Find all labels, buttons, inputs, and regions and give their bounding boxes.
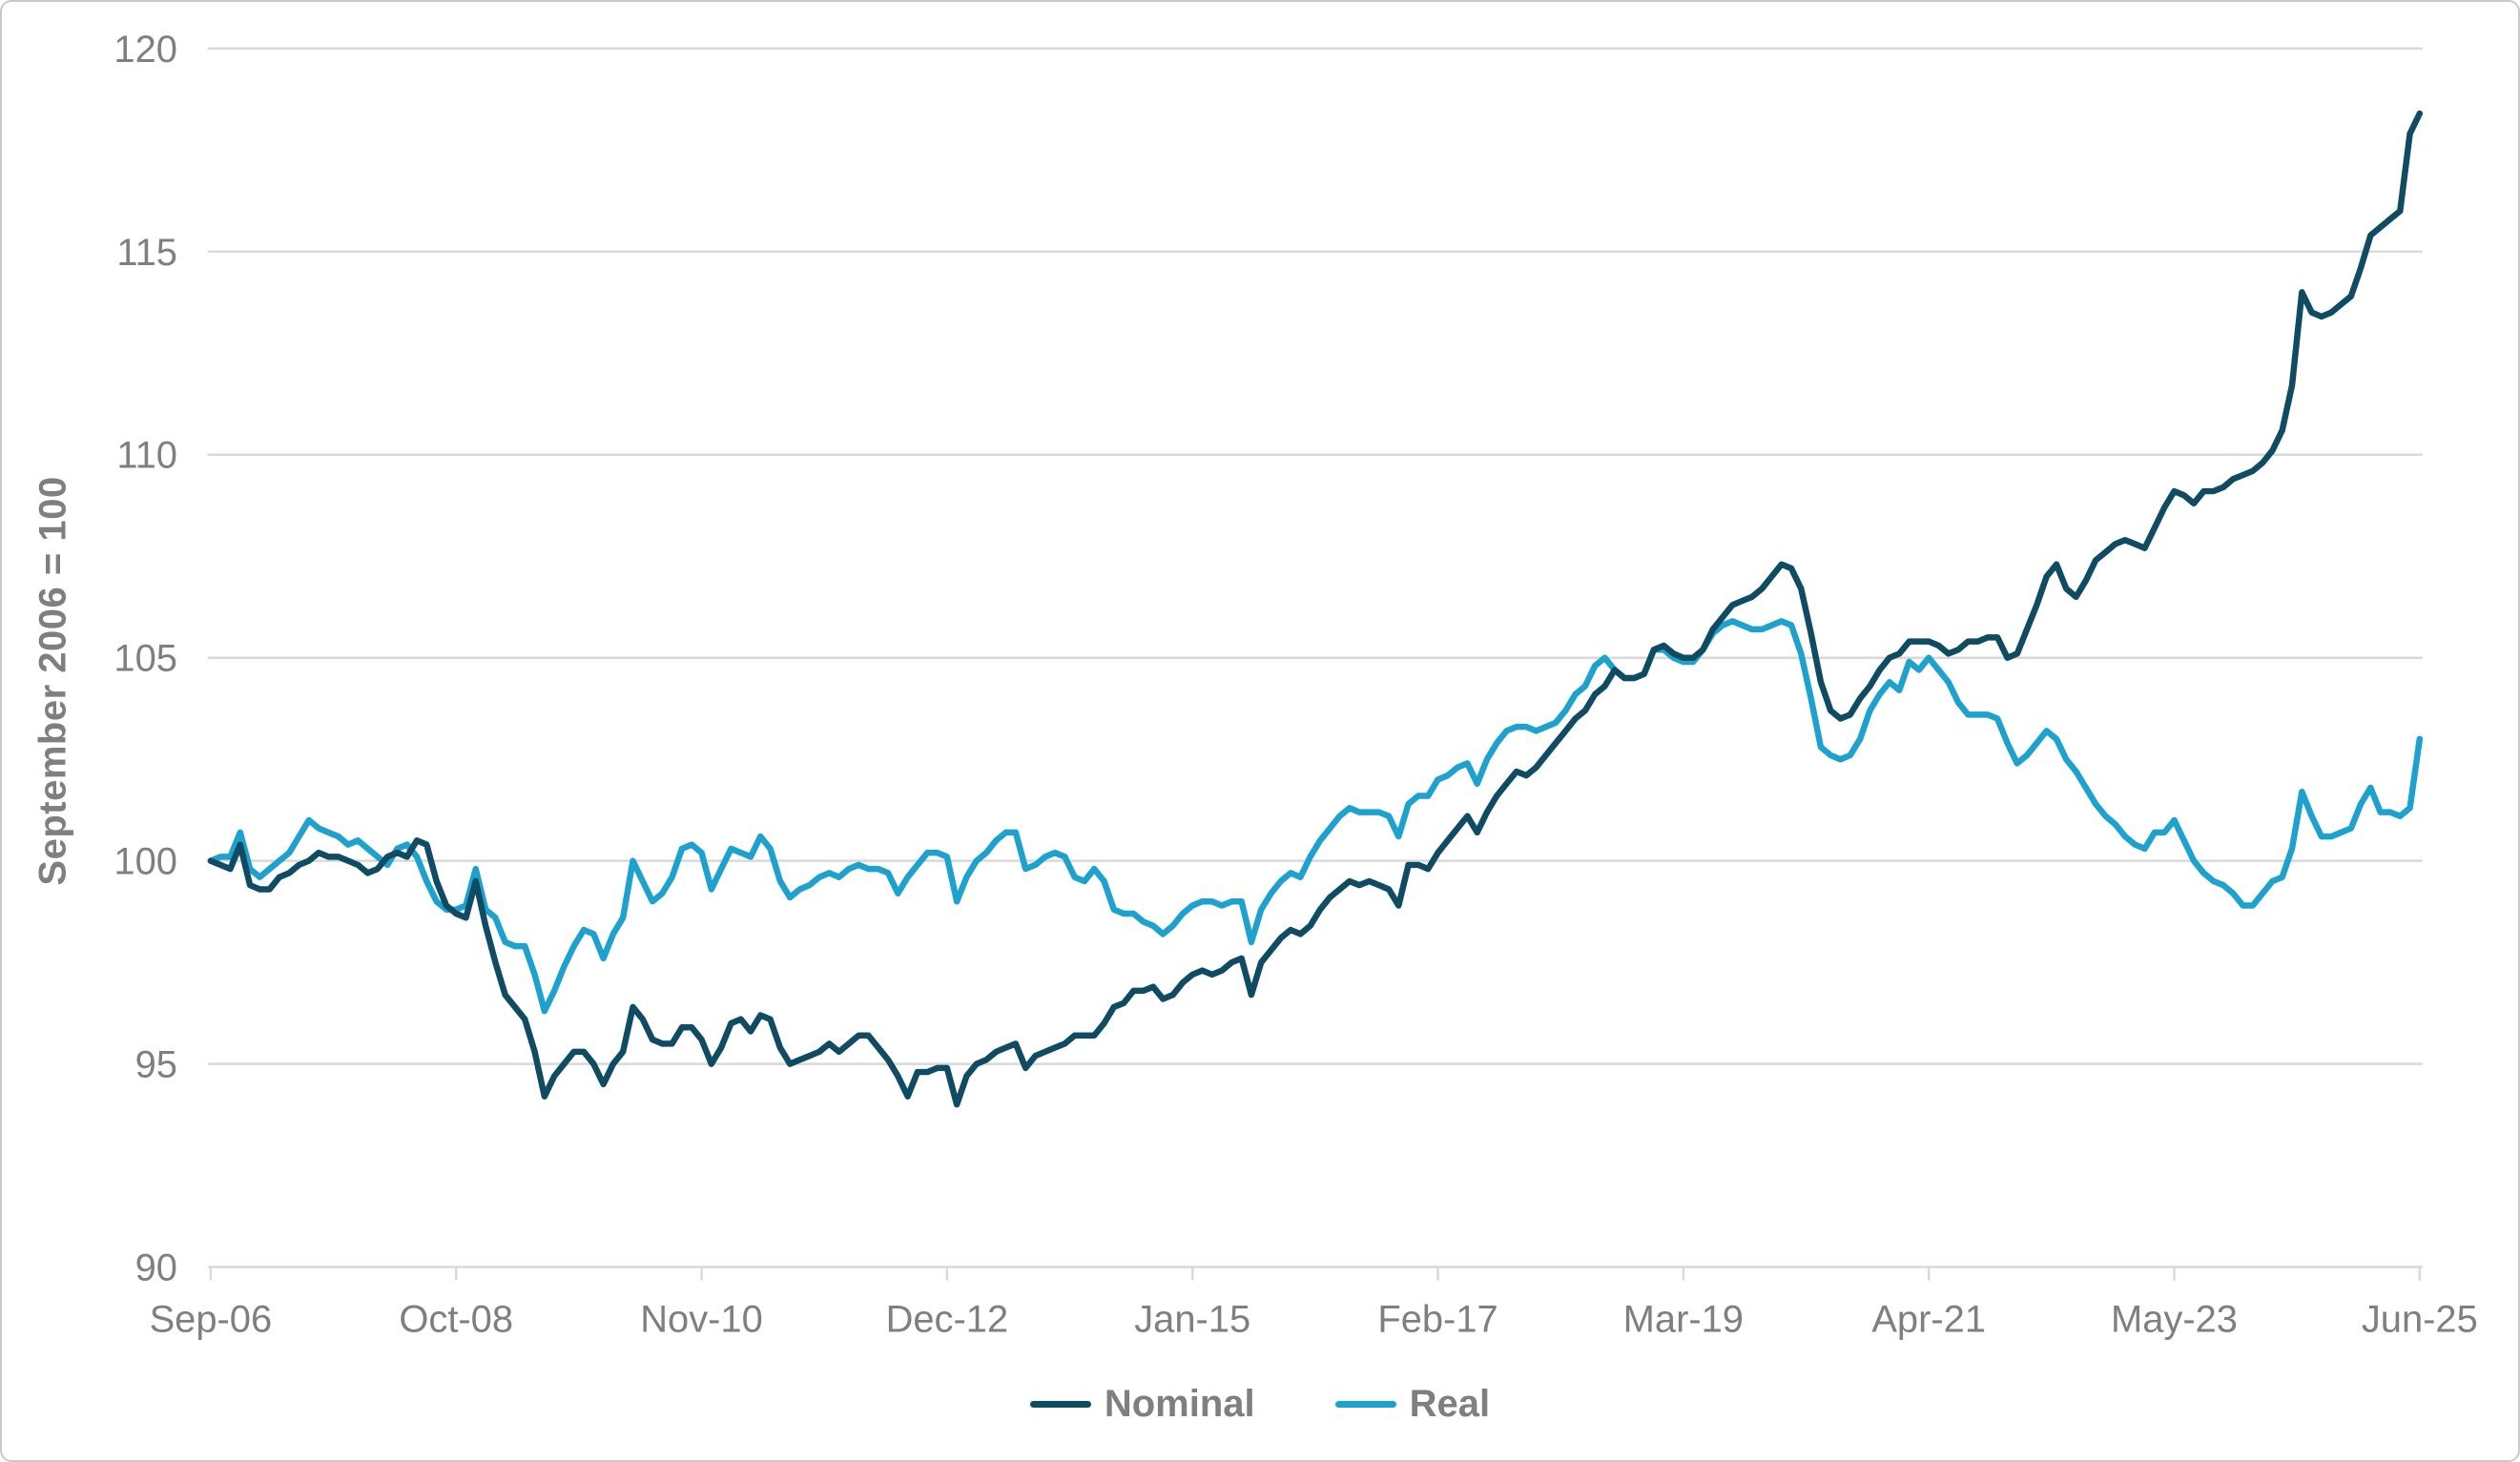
x-tick-label-Apr-21: Apr-21 <box>1871 1298 1986 1340</box>
series-line-nominal <box>207 110 2424 1108</box>
y-tick-label-115: 115 <box>116 232 177 274</box>
nominal-line-swatch <box>1029 1401 1091 1408</box>
x-tick-label-Sep-06: Sep-06 <box>150 1298 273 1340</box>
x-tick-label-Oct-08: Oct-08 <box>399 1298 513 1340</box>
series-line-real <box>207 618 2424 1015</box>
x-tick-label-Dec-12: Dec-12 <box>886 1298 1009 1340</box>
legend-item-nominal: Nominal <box>1029 1383 1255 1426</box>
x-tick-label-May-23: May-23 <box>2111 1298 2238 1340</box>
y-tick-label-95: 95 <box>135 1044 177 1086</box>
y-tick-label-110: 110 <box>116 435 177 477</box>
real-line-swatch <box>1334 1401 1396 1408</box>
legend: Nominal Real <box>2 1383 2518 1426</box>
y-axis-title: September 2006 = 100 <box>31 476 74 886</box>
x-tick-label-Jun-25: Jun-25 <box>2362 1298 2478 1340</box>
y-tick-label-120: 120 <box>114 29 177 71</box>
legend-item-real: Real <box>1334 1383 1491 1426</box>
y-tick-label-105: 105 <box>114 638 177 680</box>
x-tick-label-Mar-19: Mar-19 <box>1623 1298 1744 1340</box>
x-tick-label-Feb-17: Feb-17 <box>1377 1298 1498 1340</box>
y-tick-label-90: 90 <box>135 1246 177 1288</box>
legend-label-nominal: Nominal <box>1104 1383 1255 1425</box>
x-tick-label-Nov-10: Nov-10 <box>640 1298 763 1340</box>
y-tick-label-100: 100 <box>114 841 177 883</box>
x-tick-label-Jan-15: Jan-15 <box>1134 1298 1250 1340</box>
legend-label-real: Real <box>1409 1383 1491 1425</box>
